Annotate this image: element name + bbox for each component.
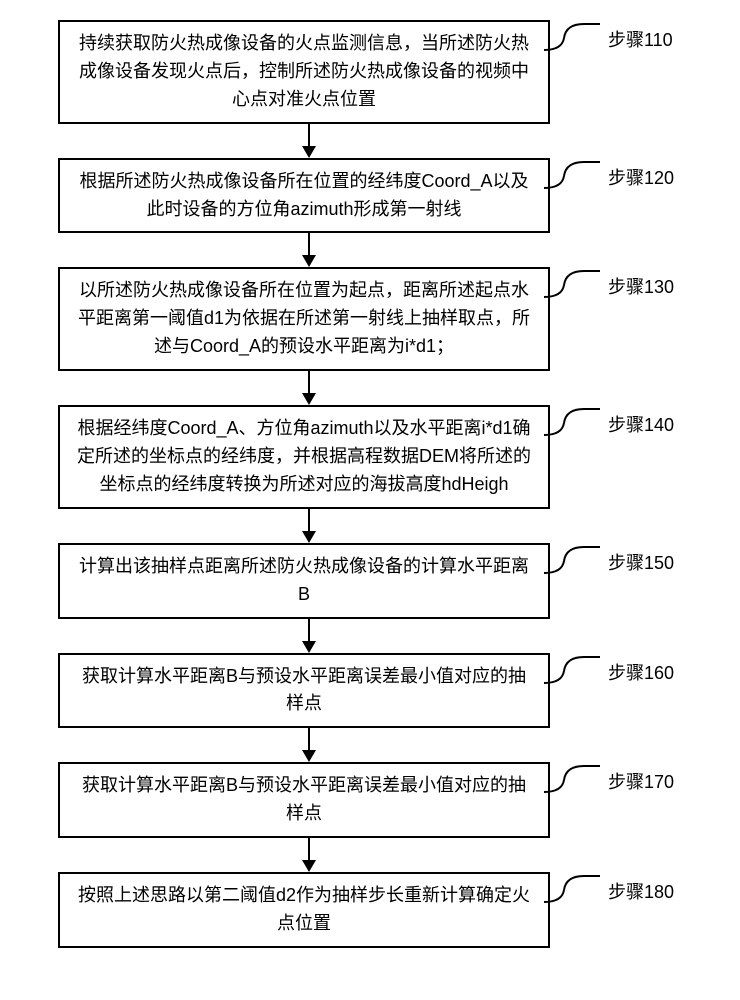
step-text: 按照上述思路以第二阈值d2作为抽样步长重新计算确定火点位置 [74, 882, 534, 938]
brace-icon [544, 653, 608, 689]
step-row: 按照上述思路以第二阈值d2作为抽样步长重新计算确定火点位置 步骤180 [0, 872, 740, 948]
arrow [0, 509, 740, 543]
step-label: 步骤130 [608, 273, 674, 299]
step-box-180: 按照上述思路以第二阈值d2作为抽样步长重新计算确定火点位置 [58, 872, 550, 948]
arrow [0, 838, 740, 872]
flowchart-container: 持续获取防火热成像设备的火点监测信息，当所述防火热成像设备发现火点后，控制所述防… [0, 20, 740, 948]
brace-icon [544, 405, 608, 441]
brace-icon [544, 158, 608, 194]
step-box-120: 根据所述防火热成像设备所在位置的经纬度Coord_A以及此时设备的方位角azim… [58, 158, 550, 234]
step-label: 步骤150 [608, 549, 674, 575]
step-label: 步骤170 [608, 768, 674, 794]
step-text: 以所述防火热成像设备所在位置为起点，距离所述起点水平距离第一阈值d1为依据在所述… [74, 277, 534, 361]
step-row: 以所述防火热成像设备所在位置为起点，距离所述起点水平距离第一阈值d1为依据在所述… [0, 267, 740, 371]
brace-icon [544, 872, 608, 908]
brace-icon [544, 543, 608, 579]
arrow [0, 728, 740, 762]
step-text: 根据经纬度Coord_A、方位角azimuth以及水平距离i*d1确定所述的坐标… [74, 415, 534, 499]
step-label: 步骤160 [608, 659, 674, 685]
step-box-130: 以所述防火热成像设备所在位置为起点，距离所述起点水平距离第一阈值d1为依据在所述… [58, 267, 550, 371]
step-row: 根据经纬度Coord_A、方位角azimuth以及水平距离i*d1确定所述的坐标… [0, 405, 740, 509]
step-label: 步骤140 [608, 411, 674, 437]
brace-icon [544, 267, 608, 303]
step-text: 根据所述防火热成像设备所在位置的经纬度Coord_A以及此时设备的方位角azim… [74, 168, 534, 224]
step-row: 计算出该抽样点距离所述防火热成像设备的计算水平距离B 步骤150 [0, 543, 740, 619]
arrow [0, 124, 740, 158]
step-box-110: 持续获取防火热成像设备的火点监测信息，当所述防火热成像设备发现火点后，控制所述防… [58, 20, 550, 124]
step-label: 步骤120 [608, 164, 674, 190]
step-row: 持续获取防火热成像设备的火点监测信息，当所述防火热成像设备发现火点后，控制所述防… [0, 20, 740, 124]
arrow [0, 371, 740, 405]
step-row: 根据所述防火热成像设备所在位置的经纬度Coord_A以及此时设备的方位角azim… [0, 158, 740, 234]
step-text: 持续获取防火热成像设备的火点监测信息，当所述防火热成像设备发现火点后，控制所述防… [74, 30, 534, 114]
step-row: 获取计算水平距离B与预设水平距离误差最小值对应的抽样点 步骤160 [0, 653, 740, 729]
step-box-140: 根据经纬度Coord_A、方位角azimuth以及水平距离i*d1确定所述的坐标… [58, 405, 550, 509]
step-box-160: 获取计算水平距离B与预设水平距离误差最小值对应的抽样点 [58, 653, 550, 729]
arrow [0, 619, 740, 653]
step-box-170: 获取计算水平距离B与预设水平距离误差最小值对应的抽样点 [58, 762, 550, 838]
step-row: 获取计算水平距离B与预设水平距离误差最小值对应的抽样点 步骤170 [0, 762, 740, 838]
step-text: 计算出该抽样点距离所述防火热成像设备的计算水平距离B [74, 553, 534, 609]
brace-icon [544, 762, 608, 798]
arrow [0, 233, 740, 267]
step-label: 步骤110 [608, 26, 673, 52]
step-box-150: 计算出该抽样点距离所述防火热成像设备的计算水平距离B [58, 543, 550, 619]
step-label: 步骤180 [608, 878, 674, 904]
brace-icon [544, 20, 608, 56]
step-text: 获取计算水平距离B与预设水平距离误差最小值对应的抽样点 [74, 772, 534, 828]
step-text: 获取计算水平距离B与预设水平距离误差最小值对应的抽样点 [74, 663, 534, 719]
